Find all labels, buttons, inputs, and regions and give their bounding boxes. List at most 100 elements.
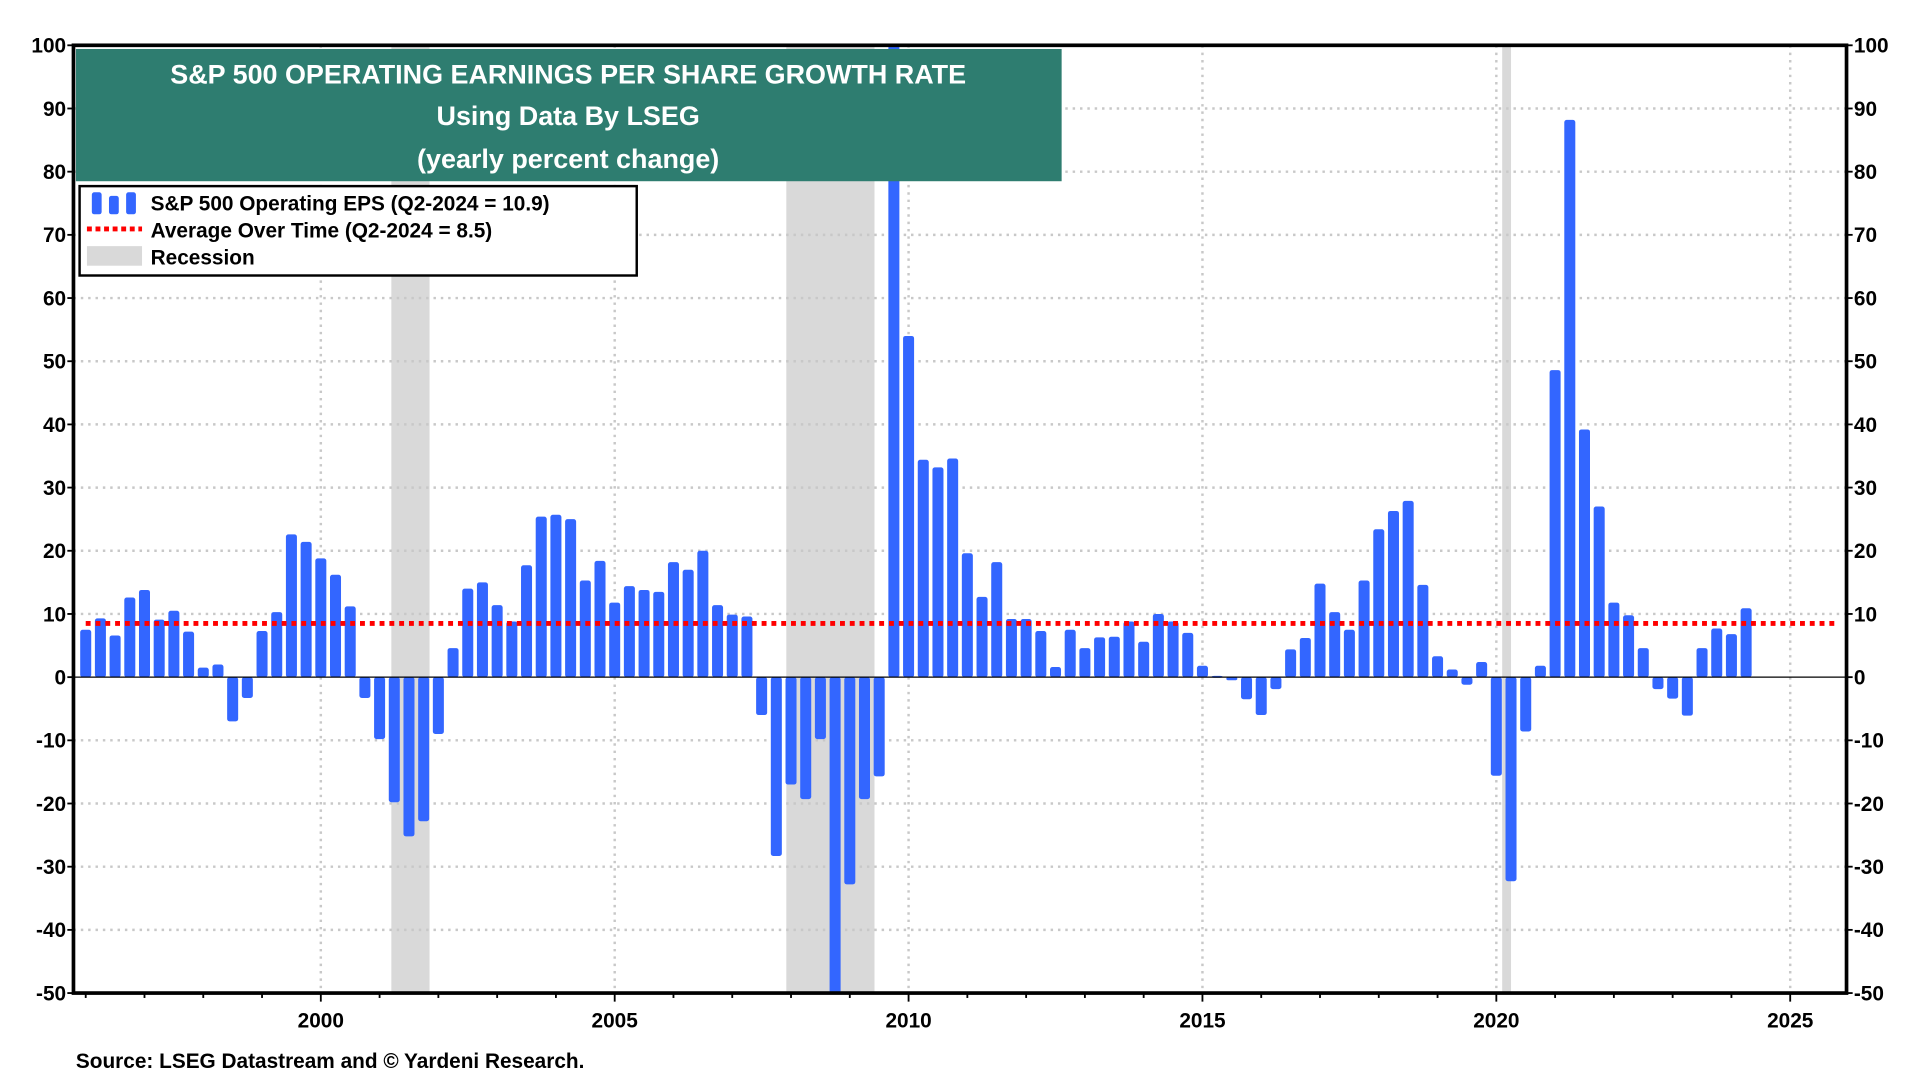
x-tick-label: 2000: [298, 1009, 344, 1032]
bar: [374, 677, 386, 740]
bar: [903, 335, 915, 678]
bar: [858, 677, 870, 800]
bar: [300, 541, 312, 678]
bar: [1578, 429, 1590, 678]
legend-eps: S&P 500 Operating EPS (Q2-2024 = 10.9): [151, 193, 550, 216]
bar: [1608, 602, 1620, 678]
bar: [1241, 677, 1253, 700]
bar: [1285, 649, 1297, 678]
bar: [653, 591, 665, 678]
bar: [1358, 580, 1370, 678]
bar: [1314, 583, 1326, 678]
x-tick-label: 2005: [592, 1009, 638, 1032]
bar: [124, 597, 136, 678]
plot-frame: [71, 43, 1849, 995]
y-tick-label-right: 50: [1854, 351, 1877, 374]
bar: [1108, 636, 1120, 678]
bar: [344, 606, 356, 678]
title-box: S&P 500 OPERATING EARNINGS PER SHARE GRO…: [75, 48, 1062, 182]
bar: [1182, 632, 1194, 678]
y-tick-label-left: -40: [36, 919, 66, 942]
bar: [1725, 634, 1737, 678]
bar: [1711, 628, 1723, 678]
bar: [1432, 656, 1444, 678]
y-tick-label-left: -20: [36, 793, 66, 816]
bar: [1035, 631, 1047, 678]
x-tick-label: 2025: [1767, 1009, 1813, 1032]
bar: [932, 467, 944, 678]
bar: [1623, 615, 1635, 678]
bar: [726, 614, 738, 678]
legend-recession-swatch: [86, 246, 143, 266]
bar: [168, 610, 180, 678]
y-tick-label-left: 100: [31, 35, 66, 58]
y-tick-label-right: 20: [1854, 540, 1877, 563]
y-tick-label-left: 50: [43, 351, 66, 374]
bar: [1520, 677, 1532, 732]
x-tick-label: 2015: [1179, 1009, 1225, 1032]
bar: [491, 605, 503, 678]
bar: [285, 534, 297, 678]
legend-recession: Recession: [151, 246, 255, 269]
y-tick-label-left: 60: [43, 287, 66, 310]
bar: [1740, 608, 1752, 678]
bar: [462, 588, 474, 678]
bar: [256, 631, 268, 678]
y-tick-label-left: 10: [43, 603, 66, 626]
bar: [1299, 637, 1311, 678]
bar: [1652, 677, 1664, 690]
bar: [1064, 629, 1076, 678]
bar: [432, 677, 444, 735]
bar: [814, 677, 826, 740]
bar: [770, 677, 782, 856]
bar: [1637, 648, 1649, 678]
bar: [829, 677, 841, 994]
bar: [1387, 510, 1399, 678]
bar: [1329, 612, 1341, 678]
chart-subtitle: Using Data By LSEG: [437, 101, 700, 131]
y-tick-label-left: 0: [55, 666, 67, 689]
bar: [1343, 629, 1355, 678]
bar: [579, 580, 591, 678]
bar: [359, 677, 371, 698]
bar: [1476, 661, 1488, 678]
source-note: Source: LSEG Datastream and © Yardeni Re…: [76, 1050, 584, 1073]
bar: [1549, 370, 1561, 678]
y-tick-label-right: 10: [1854, 603, 1877, 626]
bar: [844, 677, 856, 885]
legend-average: Average Over Time (Q2-2024 = 8.5): [151, 220, 493, 243]
bar: [315, 558, 327, 678]
bar: [1270, 677, 1282, 690]
bar: [565, 519, 577, 678]
bar: [697, 550, 709, 678]
bar: [447, 648, 459, 678]
bar: [1534, 665, 1546, 678]
bar: [785, 677, 797, 785]
y-tick-label-left: 20: [43, 540, 66, 563]
y-tick-label-right: -20: [1854, 793, 1884, 816]
bar: [1196, 665, 1208, 678]
legend: S&P 500 Operating EPS (Q2-2024 = 10.9) A…: [78, 184, 638, 277]
recession-band: [1502, 45, 1512, 994]
bar: [1138, 641, 1150, 678]
bar: [506, 621, 518, 678]
bar: [1417, 584, 1429, 678]
bar: [1667, 677, 1679, 699]
y-tick-label-left: -10: [36, 730, 66, 753]
bar: [800, 677, 812, 800]
bar: [1564, 119, 1576, 678]
bar: [1079, 648, 1091, 678]
bar: [976, 596, 988, 678]
bar: [1681, 677, 1693, 716]
bar: [1402, 500, 1414, 678]
bar: [388, 677, 400, 803]
bar: [947, 458, 959, 678]
bar: [1094, 637, 1106, 678]
bar: [623, 586, 635, 678]
y-tick-label-right: 40: [1854, 414, 1877, 437]
bar: [183, 631, 195, 678]
bar: [1123, 621, 1135, 678]
bar: [1226, 677, 1238, 681]
bar: [403, 677, 415, 837]
